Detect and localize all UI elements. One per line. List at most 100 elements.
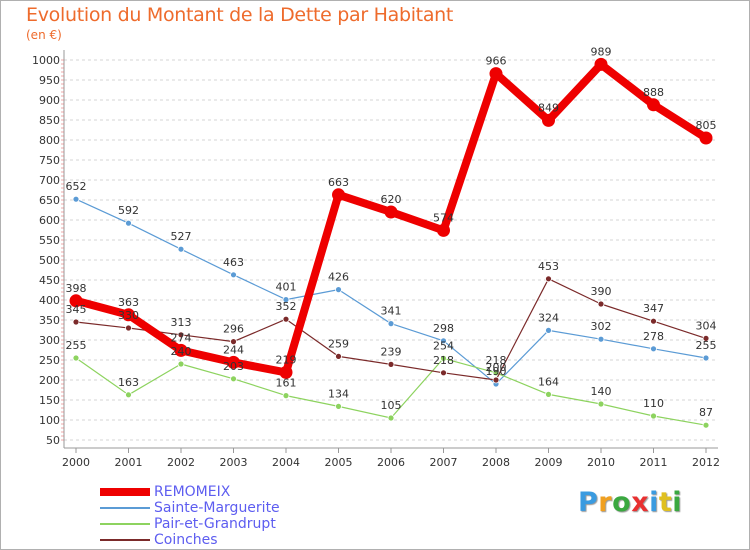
data-point bbox=[282, 315, 290, 323]
data-label: 274 bbox=[171, 331, 192, 344]
data-point bbox=[650, 412, 657, 420]
data-point bbox=[650, 317, 657, 325]
data-label: 304 bbox=[696, 319, 717, 332]
data-point bbox=[387, 320, 395, 328]
data-point bbox=[335, 286, 342, 294]
data-point bbox=[597, 335, 605, 343]
data-point bbox=[594, 57, 608, 71]
x-tick-label: 2009 bbox=[535, 456, 563, 469]
data-point bbox=[125, 391, 132, 399]
data-label: 527 bbox=[171, 230, 192, 243]
data-point bbox=[384, 205, 398, 219]
data-label: 849 bbox=[538, 101, 559, 114]
data-label: 110 bbox=[643, 397, 664, 410]
legend-label: Sainte-Marguerite bbox=[154, 500, 280, 516]
data-label: 244 bbox=[223, 343, 244, 356]
data-point bbox=[702, 421, 710, 429]
data-label: 341 bbox=[381, 305, 402, 318]
y-tick-label: 950 bbox=[39, 74, 60, 87]
data-point bbox=[542, 113, 555, 127]
data-point bbox=[72, 318, 80, 326]
y-tick-label: 100 bbox=[39, 414, 60, 427]
data-point bbox=[440, 354, 447, 362]
data-point bbox=[69, 294, 83, 308]
data-point bbox=[282, 392, 290, 400]
data-point bbox=[387, 414, 395, 422]
chart-subtitle: (en €) bbox=[26, 28, 62, 42]
data-point bbox=[440, 337, 447, 345]
data-label: 190 bbox=[486, 365, 507, 378]
data-point bbox=[335, 352, 342, 360]
data-label: 218 bbox=[486, 354, 507, 367]
y-tick-label: 400 bbox=[39, 294, 60, 307]
legend-swatch bbox=[100, 523, 150, 525]
data-point bbox=[545, 326, 552, 334]
data-point bbox=[332, 188, 345, 202]
data-label: 401 bbox=[276, 281, 297, 294]
data-label: 219 bbox=[276, 353, 297, 366]
data-point bbox=[122, 308, 135, 322]
data-label: 302 bbox=[591, 320, 612, 333]
data-label: 663 bbox=[328, 176, 349, 189]
y-tick-label: 550 bbox=[39, 234, 60, 247]
logo-letter: i bbox=[649, 487, 659, 518]
legend-swatch bbox=[100, 488, 150, 496]
data-label: 347 bbox=[643, 302, 664, 315]
data-label: 652 bbox=[66, 180, 87, 193]
data-point bbox=[174, 343, 188, 357]
data-label: 296 bbox=[223, 323, 244, 336]
data-label: 592 bbox=[118, 204, 139, 217]
y-tick-label: 600 bbox=[39, 214, 60, 227]
y-tick-label: 250 bbox=[39, 354, 60, 367]
data-point bbox=[647, 98, 660, 112]
data-label: 140 bbox=[591, 385, 612, 398]
data-label: 161 bbox=[276, 377, 297, 390]
data-label: 324 bbox=[538, 311, 559, 324]
y-tick-label: 700 bbox=[39, 174, 60, 187]
data-point bbox=[177, 360, 185, 368]
data-point bbox=[282, 296, 290, 304]
data-label: 363 bbox=[118, 296, 139, 309]
proxiti-logo: Proxiti bbox=[578, 487, 682, 518]
data-label: 398 bbox=[66, 282, 87, 295]
data-point bbox=[227, 355, 240, 369]
x-tick-label: 2010 bbox=[587, 456, 615, 469]
data-point bbox=[702, 354, 710, 362]
data-label: 620 bbox=[381, 193, 402, 206]
legend-label: REMOMEIX bbox=[154, 484, 231, 500]
data-label: 259 bbox=[328, 337, 349, 350]
data-label: 255 bbox=[66, 339, 87, 352]
y-tick-label: 1000 bbox=[32, 54, 60, 67]
data-label: 352 bbox=[276, 300, 297, 313]
x-tick-label: 2004 bbox=[272, 456, 300, 469]
data-point bbox=[597, 300, 605, 308]
data-point bbox=[72, 195, 80, 203]
legend-swatch bbox=[100, 539, 150, 541]
data-point bbox=[492, 376, 500, 384]
data-label: 313 bbox=[171, 316, 192, 329]
chart-title: Evolution du Montant de la Dette par Hab… bbox=[26, 4, 454, 26]
data-point bbox=[279, 365, 293, 379]
data-point bbox=[702, 334, 710, 342]
data-point bbox=[650, 345, 657, 353]
y-tick-label: 650 bbox=[39, 194, 60, 207]
data-label: 463 bbox=[223, 256, 244, 269]
data-point bbox=[545, 275, 552, 283]
data-label: 134 bbox=[328, 387, 349, 400]
data-label: 345 bbox=[66, 303, 87, 316]
data-point bbox=[492, 369, 500, 377]
y-tick-label: 500 bbox=[39, 254, 60, 267]
data-label: 574 bbox=[433, 211, 454, 224]
y-tick-label: 900 bbox=[39, 94, 60, 107]
data-point bbox=[125, 324, 132, 332]
data-point bbox=[597, 400, 605, 408]
logo-letter: x bbox=[631, 487, 650, 518]
x-tick-label: 2011 bbox=[640, 456, 668, 469]
data-point bbox=[125, 219, 132, 227]
x-tick-label: 2007 bbox=[430, 456, 458, 469]
data-point bbox=[72, 354, 80, 362]
data-point bbox=[489, 67, 503, 81]
data-label: 218 bbox=[433, 354, 454, 367]
y-tick-label: 800 bbox=[39, 134, 60, 147]
